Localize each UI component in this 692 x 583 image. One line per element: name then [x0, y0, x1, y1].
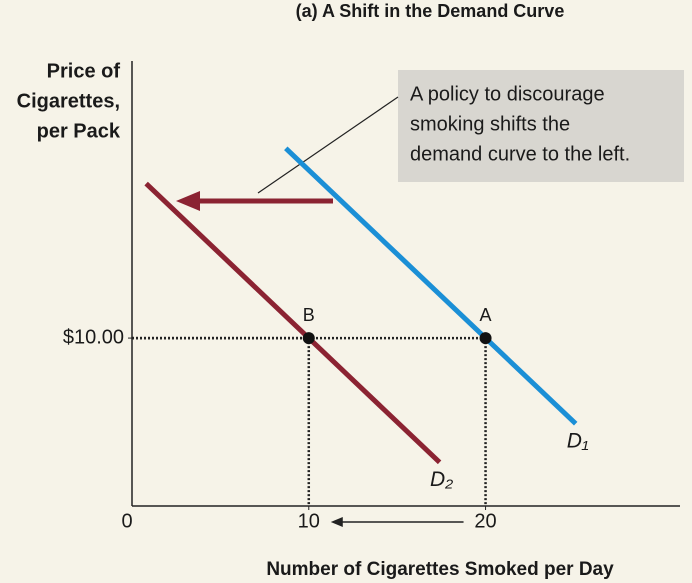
series-label: D₂ — [430, 468, 453, 491]
y-axis-label: Price of — [47, 60, 121, 82]
callout-leader — [257, 96, 399, 194]
x-tick-label: 0 — [121, 510, 132, 532]
x-tick-label: 10 — [298, 510, 320, 532]
point-label: B — [303, 305, 315, 325]
demand-curve — [284, 146, 578, 426]
x-tick-label: 20 — [474, 510, 496, 532]
chart-title: (a) A Shift in the Demand Curve — [296, 1, 565, 21]
y-axis-label: Cigarettes, — [17, 90, 120, 112]
demand-curve — [144, 181, 442, 465]
x-axis-label: Number of Cigarettes Smoked per Day — [266, 559, 614, 580]
callout-text: demand curve to the left. — [410, 143, 630, 165]
shift-arrow-head — [176, 191, 200, 211]
series-label: D₁ — [567, 429, 589, 452]
y-tick-label: $10.00 — [63, 326, 124, 348]
equilibrium-point — [302, 332, 315, 345]
point-label: A — [480, 305, 492, 325]
callout-text: A policy to discourage — [410, 83, 605, 105]
callout-box — [398, 70, 684, 182]
equilibrium-point — [479, 332, 492, 345]
callout-text: smoking shifts the — [410, 113, 570, 135]
y-axis-label: per Pack — [37, 120, 121, 142]
quantity-arrow-head — [330, 517, 343, 527]
